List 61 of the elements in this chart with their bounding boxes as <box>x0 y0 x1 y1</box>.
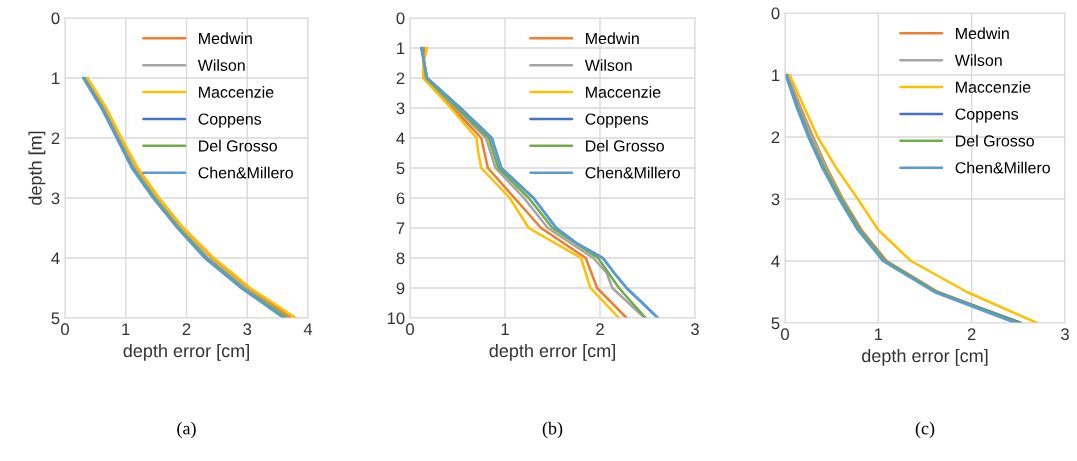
x-tick-label: 1 <box>122 323 130 335</box>
legend-label: Wilson <box>584 59 632 71</box>
legend-label: Chen&Millero <box>198 166 293 179</box>
y-tick-label: 1 <box>772 69 780 82</box>
legend-label: Chen&Millero <box>585 166 680 179</box>
y-tick-label: 4 <box>51 252 60 265</box>
x-tick-label: 0 <box>781 328 789 341</box>
text: (a) <box>177 421 196 439</box>
x-tick-label: 3 <box>691 323 699 336</box>
y-tick-label: 0 <box>51 12 60 25</box>
x-axis-title: depth error [cm] <box>123 343 249 361</box>
legend-label: Del Grosso <box>586 139 664 152</box>
legend-label: Del Grosso <box>956 134 1034 147</box>
y-tick-label: 2 <box>771 131 780 144</box>
y-tick-label: 1 <box>397 42 405 55</box>
y-tick-label: 5 <box>771 317 780 330</box>
legend-label: Chen&Millero <box>955 161 1050 174</box>
y-tick-label: 4 <box>396 132 405 145</box>
y-tick-label: 6 <box>396 192 405 205</box>
x-tick-label: 3 <box>243 323 252 336</box>
legend-label: Maccenzie <box>586 86 661 98</box>
x-tick-label: 2 <box>596 323 604 335</box>
y-tick-label: 10 <box>387 312 405 325</box>
legend-label: Wilson <box>197 59 245 71</box>
legend-label: Medwin <box>199 32 252 45</box>
x-axis-title: depth error [cm] <box>862 348 988 366</box>
legend-label: Coppens <box>585 113 649 128</box>
x-tick-label: 2 <box>182 323 191 335</box>
y-tick-label: 4 <box>771 255 780 268</box>
legend-label: Wilson <box>954 54 1002 66</box>
y-tick-label: 0 <box>771 7 780 20</box>
x-tick-label: 0 <box>406 323 414 336</box>
y-tick-label: 0 <box>396 12 405 25</box>
x-tick-label: 4 <box>303 323 313 335</box>
legend-label: Coppens <box>955 108 1019 123</box>
x-tick-label: 1 <box>874 328 883 340</box>
y-tick-label: 7 <box>396 222 405 235</box>
y-tick-label: 5 <box>396 162 405 175</box>
x-tick-label: 2 <box>967 328 976 340</box>
legend-label: Maccenzie <box>956 81 1031 93</box>
y-tick-label: 1 <box>52 72 60 85</box>
x-axis-title: depth error [cm] <box>489 343 615 361</box>
y-tick-label: 3 <box>396 102 405 115</box>
y-axis-title: depth [m] <box>28 131 46 205</box>
x-tick-label: 3 <box>1061 328 1069 341</box>
text: (c) <box>915 421 935 439</box>
y-tick-label: 5 <box>51 312 60 325</box>
y-tick-label: 3 <box>771 193 780 206</box>
text: (b) <box>542 421 563 439</box>
legend-label: Medwin <box>956 27 1009 40</box>
legend-label: Coppens <box>198 113 262 128</box>
legend-label: Del Grosso <box>199 139 277 152</box>
y-tick-label: 2 <box>51 132 60 145</box>
x-tick-label: 0 <box>61 323 69 336</box>
legend-label: Maccenzie <box>199 86 274 98</box>
y-tick-label: 8 <box>396 252 405 265</box>
y-tick-label: 9 <box>396 282 405 295</box>
y-tick-label: 3 <box>51 192 60 205</box>
y-tick-label: 2 <box>396 72 405 85</box>
x-tick-label: 1 <box>501 323 509 335</box>
legend-label: Medwin <box>586 32 639 45</box>
